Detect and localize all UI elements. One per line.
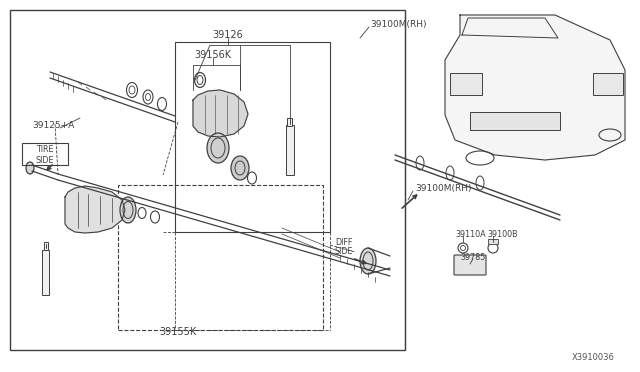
Bar — [118, 185, 323, 330]
Text: TIRE
SIDE: TIRE SIDE — [36, 145, 54, 165]
Polygon shape — [193, 90, 248, 137]
Polygon shape — [65, 186, 125, 233]
Text: X3910036: X3910036 — [572, 353, 615, 362]
Ellipse shape — [231, 156, 249, 180]
FancyBboxPatch shape — [454, 255, 486, 275]
Bar — [286, 125, 294, 175]
Bar — [593, 73, 623, 95]
Text: SIDE: SIDE — [335, 247, 353, 256]
Bar — [22, 143, 68, 165]
Bar — [450, 73, 482, 95]
Text: 39125+A: 39125+A — [32, 121, 74, 129]
Text: 39100M(RH): 39100M(RH) — [415, 183, 472, 192]
Bar — [287, 118, 292, 126]
Bar — [470, 112, 560, 130]
Ellipse shape — [360, 248, 376, 274]
Ellipse shape — [207, 133, 229, 163]
Text: 39156K: 39156K — [195, 50, 232, 60]
Polygon shape — [445, 15, 625, 160]
Bar — [10, 10, 405, 350]
Text: 39785: 39785 — [460, 253, 486, 262]
Text: DIFF: DIFF — [335, 237, 353, 247]
Ellipse shape — [120, 197, 136, 223]
Text: 39155K: 39155K — [159, 327, 196, 337]
Bar — [175, 42, 330, 232]
Bar — [42, 250, 49, 295]
Text: 39100B: 39100B — [487, 230, 518, 238]
Ellipse shape — [26, 162, 34, 174]
Bar — [44, 242, 47, 250]
Bar — [488, 239, 498, 244]
Text: 39110A: 39110A — [455, 230, 486, 238]
Text: 39100M(RH): 39100M(RH) — [370, 19, 426, 29]
Text: 39126: 39126 — [212, 30, 243, 40]
